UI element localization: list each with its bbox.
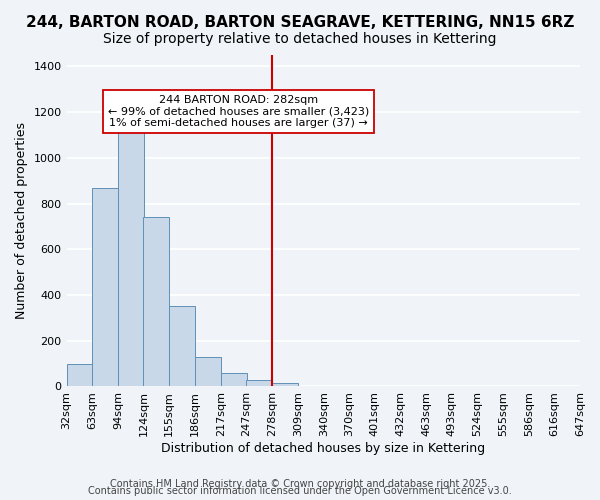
Y-axis label: Number of detached properties: Number of detached properties — [15, 122, 28, 319]
Bar — [195, 356, 221, 386]
X-axis label: Distribution of detached houses by size in Kettering: Distribution of detached houses by size … — [161, 442, 485, 455]
Text: Contains HM Land Registry data © Crown copyright and database right 2025.: Contains HM Land Registry data © Crown c… — [110, 479, 490, 489]
Bar — [118, 124, 144, 386]
Text: 244 BARTON ROAD: 282sqm
← 99% of detached houses are smaller (3,423)
1% of semi-: 244 BARTON ROAD: 282sqm ← 99% of detache… — [108, 95, 369, 128]
Bar — [67, 364, 92, 386]
Bar — [92, 188, 118, 386]
Bar — [221, 373, 247, 386]
Text: 244, BARTON ROAD, BARTON SEAGRAVE, KETTERING, NN15 6RZ: 244, BARTON ROAD, BARTON SEAGRAVE, KETTE… — [26, 15, 574, 30]
Bar — [169, 306, 195, 386]
Text: Contains public sector information licensed under the Open Government Licence v3: Contains public sector information licen… — [88, 486, 512, 496]
Bar — [143, 218, 169, 386]
Bar — [272, 382, 298, 386]
Text: Size of property relative to detached houses in Kettering: Size of property relative to detached ho… — [103, 32, 497, 46]
Bar — [246, 380, 272, 386]
